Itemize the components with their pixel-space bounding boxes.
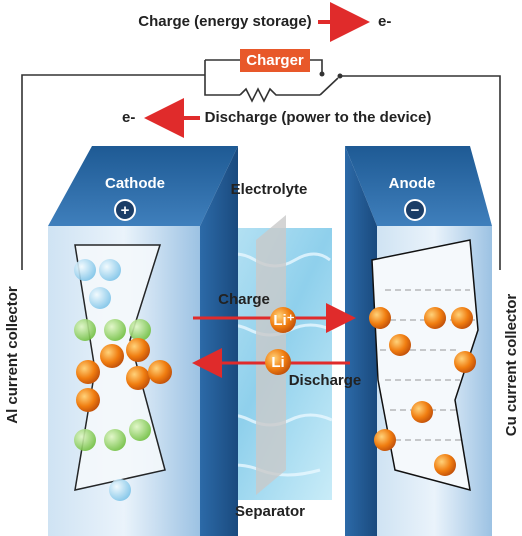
cathode <box>48 146 238 536</box>
anode-sign: − <box>411 202 420 219</box>
anode-label: Anode <box>389 175 436 192</box>
shape <box>74 429 96 451</box>
shape <box>74 259 96 281</box>
shape <box>205 60 240 95</box>
shape <box>389 334 411 356</box>
shape <box>74 319 96 341</box>
shape <box>104 319 126 341</box>
shape <box>374 429 396 451</box>
collector-label: Cu current collector <box>503 294 520 437</box>
separator-label: Separator <box>235 503 305 520</box>
shape <box>126 338 150 362</box>
ion-label: Li <box>271 354 284 371</box>
discharge-ion-label: Discharge <box>289 372 362 389</box>
discharge-label: Discharge (power to the device) <box>205 109 432 126</box>
charger-label: Charger <box>246 52 304 69</box>
shape <box>104 429 126 451</box>
battery-diagram: Charge (energy storage) e- Charger e- Di… <box>0 0 522 536</box>
shape <box>411 401 433 423</box>
shape <box>126 366 150 390</box>
charge-ion-label: Charge <box>218 291 270 308</box>
shape <box>76 388 100 412</box>
ion-label: Li⁺ <box>273 312 294 329</box>
shape <box>240 89 320 101</box>
electron-label: e- <box>378 13 391 30</box>
shape <box>369 307 391 329</box>
shape <box>451 307 473 329</box>
charge-label: Charge (energy storage) <box>138 13 311 30</box>
shape <box>454 351 476 373</box>
shape <box>424 307 446 329</box>
shape <box>434 454 456 476</box>
shape <box>148 360 172 384</box>
shape <box>100 344 124 368</box>
shape <box>109 479 131 501</box>
shape <box>99 259 121 281</box>
shape <box>320 72 325 77</box>
shape <box>129 419 151 441</box>
electron-label: e- <box>122 109 135 126</box>
shape <box>76 360 100 384</box>
shape <box>89 287 111 309</box>
shape <box>129 319 151 341</box>
collector-label: Al current collector <box>4 286 21 424</box>
cathode-label: Cathode <box>105 175 165 192</box>
shape <box>310 60 322 72</box>
electrolyte-label: Electrolyte <box>231 181 308 198</box>
shape <box>320 78 338 95</box>
cathode-sign: + <box>121 202 130 219</box>
